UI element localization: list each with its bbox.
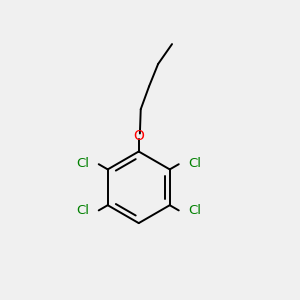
- Text: O: O: [133, 130, 144, 143]
- Text: Cl: Cl: [76, 157, 89, 169]
- Text: Cl: Cl: [188, 157, 201, 169]
- Text: Cl: Cl: [188, 204, 201, 217]
- Text: Cl: Cl: [76, 204, 89, 217]
